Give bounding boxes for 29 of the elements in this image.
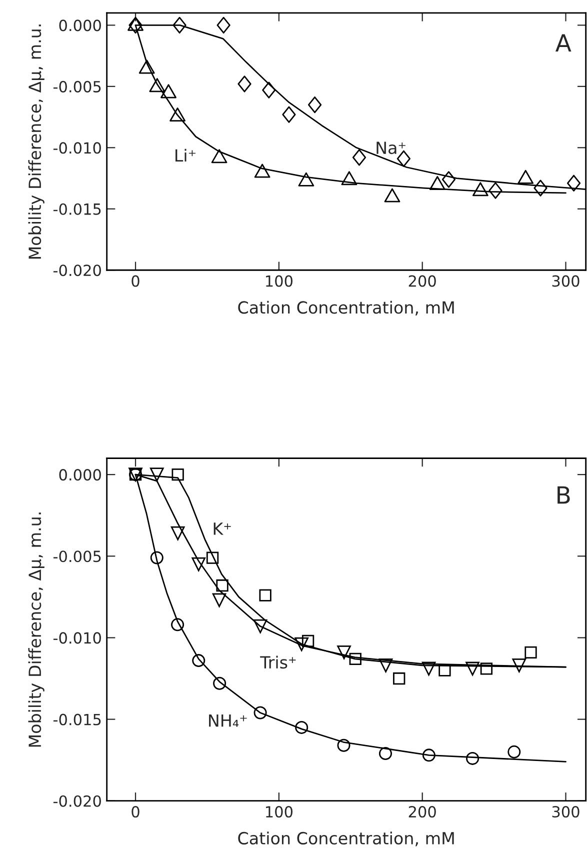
annotation: A bbox=[555, 34, 572, 52]
annotation: B bbox=[558, 486, 570, 504]
annotation: NH₄⁺ bbox=[209, 714, 247, 727]
y-tick-label: 0.000 bbox=[59, 20, 101, 32]
x-tick-label: 0 bbox=[132, 806, 140, 818]
annotation: Li⁺ bbox=[176, 148, 196, 162]
annotation: K⁺ bbox=[214, 522, 231, 535]
x-tick-label: 0 bbox=[132, 275, 140, 287]
x-tick-label: 200 bbox=[408, 806, 436, 818]
y-tick-label: 0.000 bbox=[59, 469, 101, 481]
annotation: Na⁺ bbox=[376, 142, 406, 154]
annotation: Tris⁺ bbox=[260, 656, 296, 669]
x-tick-label: 200 bbox=[408, 275, 436, 287]
x-axis-title: Cation Concentration, mM bbox=[238, 300, 454, 316]
y-tick-label: -0.015 bbox=[53, 203, 101, 215]
y-tick-label: -0.015 bbox=[53, 714, 101, 726]
y-tick-label: -0.005 bbox=[53, 550, 101, 562]
x-tick-label: 100 bbox=[266, 275, 292, 287]
x-tick-label: 300 bbox=[552, 806, 580, 818]
x-tick-label: 300 bbox=[552, 275, 580, 287]
y-tick-label: -0.005 bbox=[53, 80, 101, 92]
y-tick-label: -0.020 bbox=[53, 795, 101, 807]
y-axis-title: Mobility Difference, Δμ, m.u. bbox=[28, 512, 44, 747]
x-tick-label: 100 bbox=[266, 806, 292, 818]
y-tick-label: -0.020 bbox=[53, 264, 101, 276]
y-tick-label: -0.010 bbox=[53, 632, 101, 644]
x-axis-title: Cation Concentration, mM bbox=[238, 832, 454, 846]
y-axis-title: Mobility Difference, Δμ, m.u. bbox=[28, 24, 44, 259]
y-tick-label: -0.010 bbox=[53, 142, 101, 154]
